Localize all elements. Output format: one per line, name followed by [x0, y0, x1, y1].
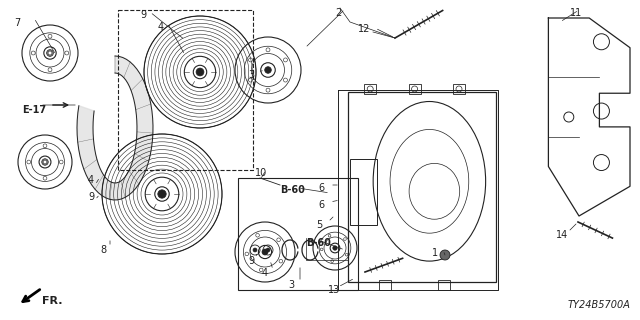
Text: 6: 6: [318, 200, 324, 210]
Circle shape: [47, 50, 53, 56]
Circle shape: [43, 160, 47, 164]
Text: 12: 12: [358, 24, 371, 34]
Bar: [238, 178, 358, 290]
Bar: [350, 158, 376, 225]
Text: B-60: B-60: [306, 238, 331, 248]
Circle shape: [333, 246, 337, 250]
Bar: [364, 84, 376, 94]
Text: 14: 14: [556, 230, 568, 240]
Text: 2: 2: [335, 8, 341, 18]
Circle shape: [193, 65, 207, 79]
Text: E-17: E-17: [22, 105, 46, 115]
Circle shape: [253, 248, 257, 252]
Text: B-60: B-60: [280, 185, 305, 195]
Circle shape: [158, 190, 166, 198]
Text: 9: 9: [248, 256, 254, 266]
Text: 3: 3: [248, 70, 254, 80]
Circle shape: [265, 67, 271, 73]
Text: 8: 8: [100, 245, 106, 255]
Bar: [348, 92, 496, 282]
Bar: [379, 280, 391, 290]
Circle shape: [155, 187, 169, 201]
Text: 4: 4: [158, 22, 164, 32]
Circle shape: [262, 249, 268, 255]
Text: 5: 5: [316, 220, 323, 230]
Circle shape: [196, 68, 204, 76]
Circle shape: [266, 248, 270, 252]
Text: TY24B5700A: TY24B5700A: [567, 300, 630, 310]
Circle shape: [42, 159, 48, 165]
Text: 9: 9: [140, 10, 146, 20]
Text: 9: 9: [88, 192, 94, 202]
Circle shape: [44, 47, 56, 59]
Circle shape: [440, 250, 450, 260]
Bar: [118, 10, 253, 170]
Text: 7: 7: [14, 18, 20, 28]
Text: 4: 4: [88, 175, 94, 185]
Bar: [438, 280, 450, 290]
Bar: [408, 84, 420, 94]
Text: 10: 10: [255, 168, 268, 178]
Bar: [453, 84, 465, 94]
Text: 3: 3: [288, 280, 294, 290]
Text: 13: 13: [328, 285, 340, 295]
Polygon shape: [77, 56, 153, 200]
Circle shape: [39, 156, 51, 168]
Text: 11: 11: [570, 8, 582, 18]
Text: 4: 4: [262, 268, 268, 278]
Text: 6: 6: [318, 183, 324, 193]
Text: FR.: FR.: [42, 296, 63, 306]
Text: 1: 1: [432, 248, 438, 258]
Circle shape: [48, 51, 52, 55]
